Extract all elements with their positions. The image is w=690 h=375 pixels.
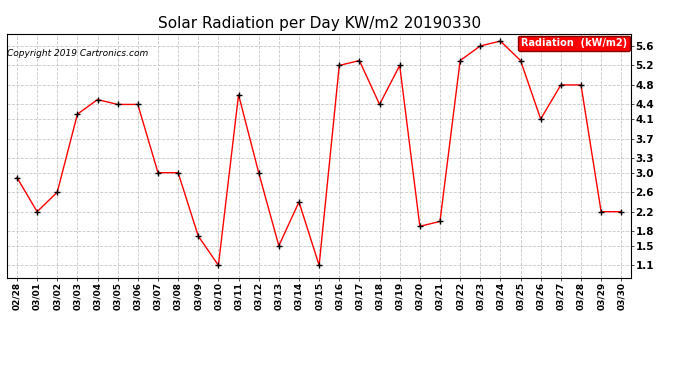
Legend: Radiation  (kW/m2): Radiation (kW/m2) [518,36,629,51]
Text: Copyright 2019 Cartronics.com: Copyright 2019 Cartronics.com [7,49,148,58]
Title: Solar Radiation per Day KW/m2 20190330: Solar Radiation per Day KW/m2 20190330 [157,16,481,31]
